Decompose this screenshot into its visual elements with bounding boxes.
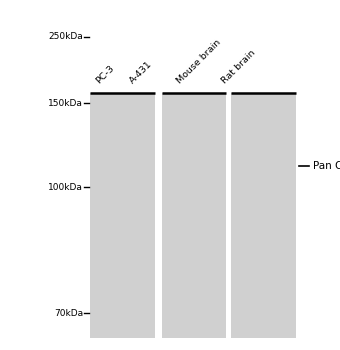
- Text: PC-3: PC-3: [94, 64, 116, 86]
- Text: Rat brain: Rat brain: [220, 49, 257, 86]
- Text: 70kDa: 70kDa: [54, 309, 83, 318]
- Text: Mouse brain: Mouse brain: [175, 38, 223, 86]
- Text: 150kDa: 150kDa: [48, 99, 83, 108]
- FancyBboxPatch shape: [162, 93, 226, 338]
- FancyBboxPatch shape: [90, 93, 155, 338]
- Text: Pan Cadherin: Pan Cadherin: [313, 161, 340, 171]
- Text: 250kDa: 250kDa: [49, 32, 83, 41]
- FancyBboxPatch shape: [231, 93, 296, 338]
- Text: A-431: A-431: [128, 60, 154, 86]
- Text: 100kDa: 100kDa: [48, 183, 83, 192]
